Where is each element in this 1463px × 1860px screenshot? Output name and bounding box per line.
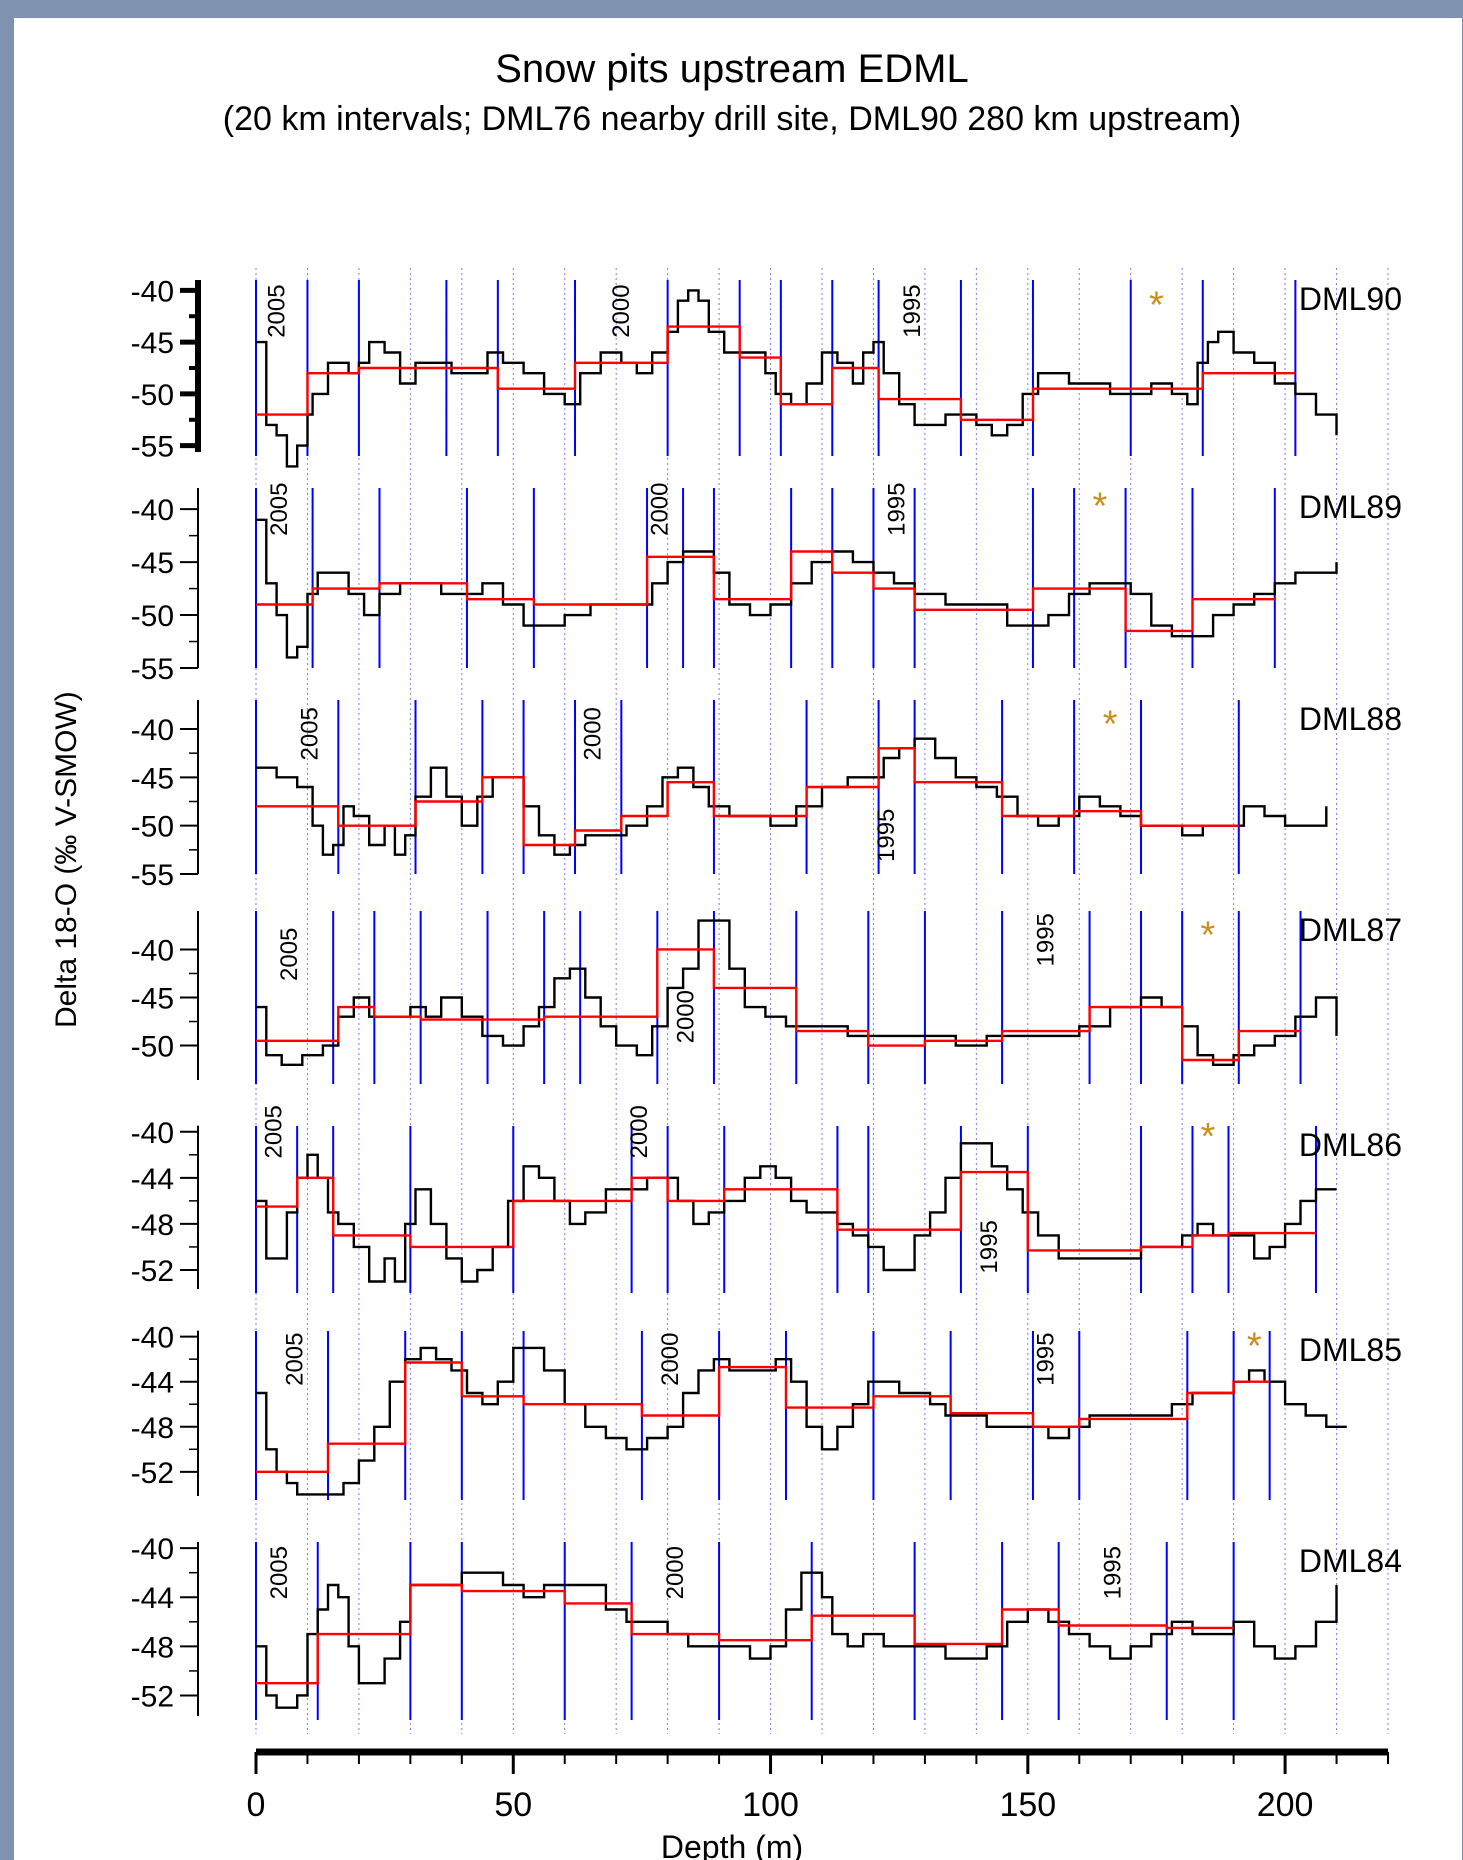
- panel-dml85: -40 -44 -48 -52 2005 2000 1995 * DML85: [131, 1322, 1402, 1500]
- y-tick-label: -40: [131, 934, 174, 967]
- panel-label: DML84: [1299, 1543, 1402, 1579]
- year-label: 2000: [608, 284, 635, 337]
- year-label: 2000: [626, 1105, 653, 1158]
- y-tick-label: -55: [131, 431, 174, 464]
- year-label: 2005: [261, 1105, 288, 1158]
- panel-dml84: -40 -44 -48 -52 2005 2000 1995 DML84: [131, 1533, 1402, 1720]
- profile-line: [256, 1142, 1337, 1283]
- y-tick-label: -50: [131, 600, 174, 633]
- year-label: 1995: [883, 483, 910, 536]
- panel-label: DML88: [1299, 701, 1402, 737]
- year-label: 1995: [1099, 1546, 1126, 1599]
- y-tick-label: -50: [131, 811, 174, 844]
- y-tick-label: -45: [131, 762, 174, 795]
- y-tick-label: -45: [131, 983, 174, 1016]
- annual-mean-line: [256, 1170, 1316, 1252]
- y-tick-label: -44: [131, 1163, 174, 1196]
- year-label: 1995: [1033, 913, 1060, 966]
- annual-mean-line: [256, 1583, 1234, 1685]
- panel-label: DML89: [1299, 489, 1402, 525]
- y-tick-label: -40: [131, 1322, 174, 1355]
- annual-mean-line: [256, 948, 1301, 1062]
- y-tick-label: -40: [131, 1117, 174, 1150]
- x-tick-label: 150: [999, 1786, 1056, 1824]
- annual-mean-line: [256, 325, 1296, 421]
- profile-line: [256, 289, 1338, 468]
- y-tick-label: -50: [131, 379, 174, 412]
- year-label: 2005: [266, 483, 293, 536]
- profile-line: [256, 1346, 1347, 1496]
- y-tick-label: -52: [131, 1255, 174, 1288]
- year-label: 2005: [297, 707, 324, 760]
- x-tick-label: 100: [742, 1786, 799, 1824]
- y-tick-label: -45: [131, 327, 174, 360]
- figure-frame: Snow pits upstream EDML (20 km intervals…: [14, 18, 1462, 1860]
- grid-lines: [255, 268, 1389, 1734]
- y-tick-label: -55: [131, 653, 174, 686]
- y-tick-label: -45: [131, 547, 174, 580]
- x-axis-label: Depth (m): [661, 1829, 803, 1860]
- annual-mean-line: [256, 550, 1275, 633]
- y-tick-label: -40: [131, 1533, 174, 1566]
- panel-dml90: -40 -45 -50 -55 2005 2000 1995 * DML90: [131, 275, 1402, 468]
- year-label: 1995: [976, 1220, 1003, 1273]
- year-label: 2000: [662, 1546, 689, 1599]
- chart: Snow pits upstream EDML (20 km intervals…: [50, 47, 1402, 1860]
- y-tick-label: -48: [131, 1631, 174, 1664]
- annual-mean-line: [256, 747, 1239, 847]
- y-axis-label: Delta 18-O (‰ V-SMOW): [50, 691, 83, 1028]
- panel-dml89: -40 -45 -50 -55 2005 2000 1995 * DML89: [131, 483, 1402, 686]
- x-tick-label: 0: [247, 1786, 266, 1824]
- year-label: 1995: [1033, 1333, 1060, 1386]
- y-tick-label: -40: [131, 275, 174, 308]
- year-label: 2005: [263, 284, 290, 337]
- profile-line: [256, 737, 1328, 856]
- year-label: 2000: [647, 483, 674, 536]
- year-label: 2000: [580, 707, 607, 760]
- y-tick-label: -52: [131, 1680, 174, 1713]
- y-tick-label: -48: [131, 1209, 174, 1242]
- y-tick-label: -40: [131, 494, 174, 527]
- x-tick-label: 50: [494, 1786, 532, 1824]
- panel-dml87: -40 -45 -50 2005 2000 1995 * DML87: [131, 911, 1402, 1084]
- star-marker: *: [1149, 285, 1164, 327]
- year-label: 1995: [899, 284, 926, 337]
- annual-mean-line: [256, 1361, 1270, 1473]
- y-tick-label: -44: [131, 1582, 174, 1615]
- y-tick-label: -44: [131, 1367, 174, 1400]
- y-tick-label: -48: [131, 1412, 174, 1445]
- panel-label: DML85: [1299, 1332, 1402, 1368]
- profile-line: [256, 518, 1338, 659]
- panel-label: DML86: [1299, 1127, 1402, 1163]
- panel-dml86: -40 -44 -48 -52 2005 2000 1995 * DML86: [131, 1105, 1402, 1293]
- chart-subtitle: (20 km intervals; DML76 nearby drill sit…: [223, 100, 1242, 138]
- year-label: 2005: [276, 928, 303, 981]
- y-tick-label: -52: [131, 1457, 174, 1490]
- y-tick-label: -55: [131, 859, 174, 892]
- star-marker: *: [1201, 1116, 1216, 1158]
- profile-line: [256, 1571, 1338, 1709]
- year-label: 2005: [281, 1333, 308, 1386]
- year-label: 2000: [657, 1333, 684, 1386]
- panel-label: DML87: [1299, 912, 1402, 948]
- chart-title: Snow pits upstream EDML: [495, 47, 969, 91]
- panel-label: DML90: [1299, 281, 1402, 317]
- star-marker: *: [1247, 1326, 1262, 1368]
- y-tick-label: -40: [131, 714, 174, 747]
- y-tick-label: -50: [131, 1031, 174, 1064]
- panel-dml88: -40 -45 -50 -55 2005 2000 1995 * DML88: [131, 700, 1402, 892]
- x-tick-label: 200: [1257, 1786, 1314, 1824]
- star-marker: *: [1103, 704, 1118, 746]
- star-marker: *: [1092, 485, 1107, 527]
- star-marker: *: [1201, 914, 1216, 956]
- x-axis: 0 50 100 150 200: [247, 1748, 1389, 1824]
- year-label: 1995: [873, 809, 900, 862]
- year-label: 2005: [266, 1546, 293, 1599]
- year-label: 2000: [672, 990, 699, 1043]
